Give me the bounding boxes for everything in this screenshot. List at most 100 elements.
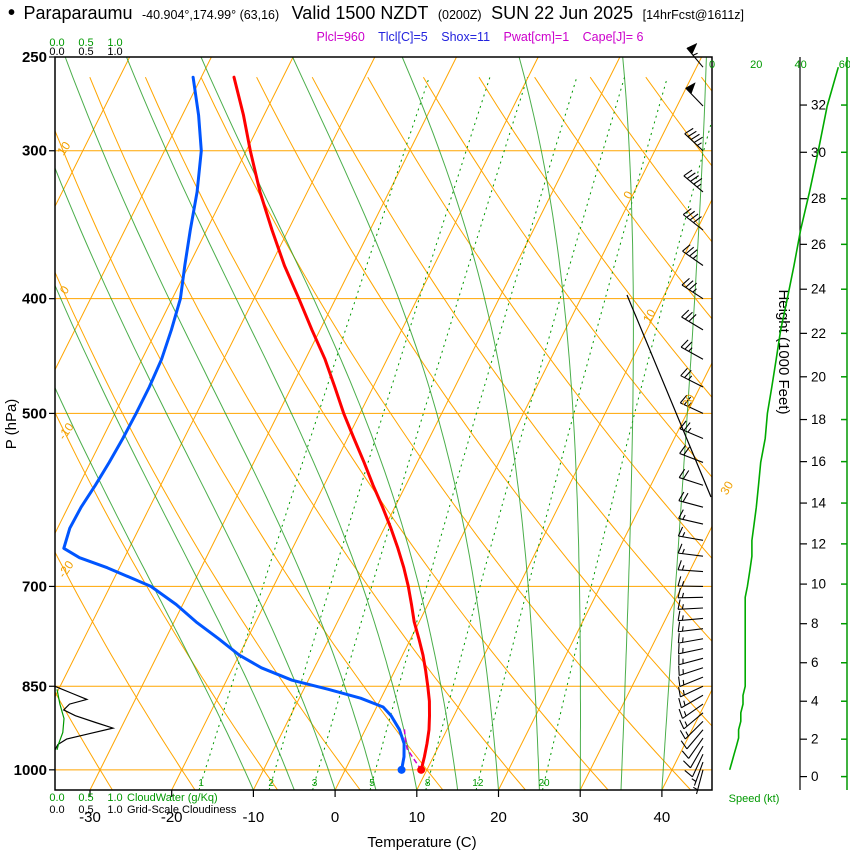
temperature-curve	[232, 75, 431, 772]
barb-full	[688, 282, 698, 291]
moist-adiabat-line	[401, 57, 540, 790]
moist-adiabat-line	[55, 386, 254, 790]
temp-tick-label: -30	[79, 809, 101, 826]
wind-barb	[686, 42, 704, 68]
dry-adiabat-line	[757, 77, 850, 790]
wind-barb-column	[677, 42, 704, 795]
temp-tick-label: 10	[408, 809, 425, 826]
wind-barb	[680, 367, 704, 388]
cloud-layer	[55, 685, 116, 751]
barb-full	[680, 339, 689, 348]
dry-adiabat-line	[311, 76, 712, 643]
dry-adiabat-line	[813, 77, 850, 790]
barb-full	[688, 314, 697, 322]
barb-half	[681, 604, 684, 610]
barb-half	[687, 402, 692, 407]
height-tick-label: 18	[811, 412, 826, 427]
moist-adiabat-line	[126, 57, 418, 790]
barb-half	[681, 581, 685, 587]
barb-full	[679, 420, 687, 430]
barb-half	[682, 514, 686, 520]
dry-adiabat-label: -20	[55, 558, 77, 581]
barb-half	[687, 375, 693, 380]
barb-half	[688, 347, 693, 352]
plot-border	[54, 56, 713, 791]
barb-full	[684, 769, 693, 778]
barb-half	[681, 592, 685, 598]
height-tick-label: 20	[811, 369, 826, 384]
temp-tick-label: 30	[572, 809, 589, 826]
mixing-ratio-line	[312, 77, 528, 790]
wind-barb	[681, 309, 704, 331]
speed-curve	[728, 66, 840, 771]
barb-full	[678, 509, 684, 519]
mixing-ratio-label: 20	[539, 778, 551, 789]
wind-barb	[677, 599, 704, 610]
isotherm-line	[334, 57, 703, 790]
dry-adiabat-line	[144, 76, 609, 790]
wind-barb	[678, 654, 704, 666]
barb-full	[679, 730, 686, 740]
height-axis-title: Height (1000 Feet)	[775, 289, 792, 414]
wind-barb	[678, 468, 704, 486]
height-tick-label: 14	[811, 496, 827, 511]
moist-adiabat-line	[292, 57, 499, 790]
dry-adiabat-line	[55, 271, 361, 790]
cloudwater-scale-value-top: 0.5	[78, 37, 93, 49]
isotherm-line	[55, 57, 131, 208]
wind-barb	[684, 753, 704, 778]
parcel-path	[403, 726, 422, 771]
moist-adiabat-line	[620, 57, 634, 790]
cloudiness-scale-value-top: 0.5	[78, 46, 93, 58]
cloudiness-curve	[55, 685, 116, 751]
dry-adiabat-line	[534, 76, 712, 320]
barb-full	[682, 492, 689, 503]
cloudwater-scale-value-bottom: 0.5	[78, 792, 93, 804]
cloudiness-scale-value-top: 1.0	[107, 46, 122, 58]
mixing-ratio-line	[475, 77, 668, 790]
dry-adiabat-line	[55, 551, 196, 790]
barb-full	[677, 587, 681, 598]
barb-full	[690, 133, 700, 141]
isotherm-label: 0	[620, 188, 636, 201]
barb-full	[677, 621, 681, 632]
isotherm-line	[55, 57, 294, 535]
height-tick-label: 22	[811, 326, 826, 341]
barb-half	[681, 626, 684, 632]
barb-full	[678, 665, 680, 676]
barb-half	[696, 183, 702, 188]
pressure-axis-title: P (hPa)	[3, 399, 20, 450]
surface-temp-dot	[417, 765, 426, 774]
barb-full	[679, 445, 686, 454]
barb-full	[685, 280, 694, 288]
barb-full	[677, 543, 683, 554]
barb-half	[681, 565, 685, 571]
wind-barb	[677, 526, 704, 541]
params-line: Plcl=960 Tlcl[C]=5 Shox=11 Pwat[cm]=1 Ca…	[317, 30, 644, 44]
height-tick-label: 26	[811, 237, 826, 252]
chart-title: • Paraparaumu -40.904°,174.99° (63,16) V…	[8, 2, 744, 24]
barb-full	[684, 369, 692, 379]
barb-half	[682, 689, 685, 696]
moist-adiabat-line	[55, 166, 336, 790]
wind-barb	[677, 560, 704, 573]
height-tick-label: 24	[811, 282, 827, 297]
dry-adiabat-line	[55, 411, 279, 790]
barb-full	[684, 341, 693, 350]
isotherm-line	[55, 57, 376, 698]
height-tick-label: 12	[811, 536, 826, 551]
title-fcst: [14hrFcst@1611z]	[643, 8, 744, 22]
mixing-ratio-line	[542, 118, 712, 790]
barb-full	[683, 396, 692, 406]
wind-barb	[678, 676, 704, 687]
barb-full	[680, 740, 688, 750]
dry-adiabat-line	[701, 76, 712, 93]
barb-half	[682, 679, 685, 685]
dry-adiabat-label: 10	[54, 139, 73, 158]
barb-full	[677, 599, 681, 610]
mixing-ratio-label: 12	[472, 778, 484, 789]
isotherm-label: 30	[717, 478, 736, 497]
barb-half	[681, 615, 684, 621]
height-tick-label: 2	[811, 732, 819, 747]
